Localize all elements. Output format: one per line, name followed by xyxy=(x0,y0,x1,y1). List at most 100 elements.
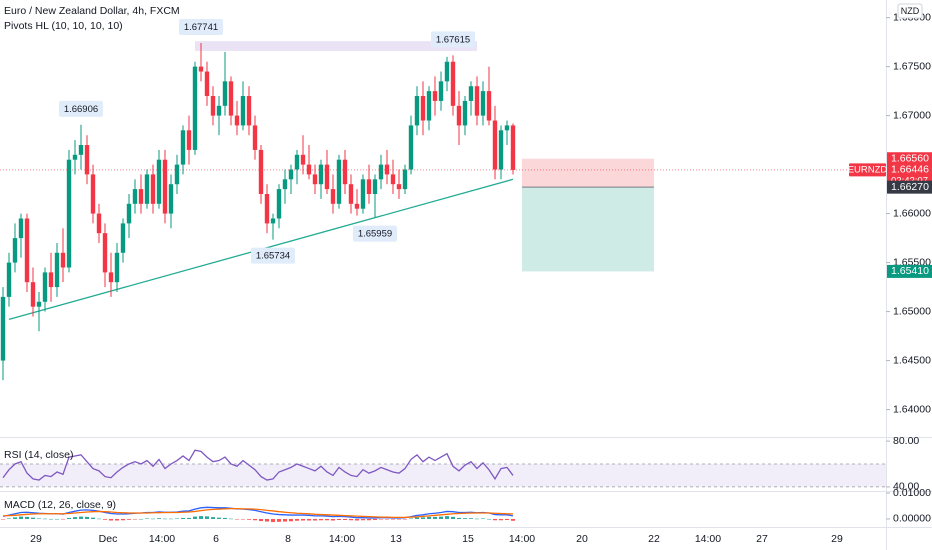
stop-zone xyxy=(521,158,654,188)
indicator-legend: Pivots HL (10, 10, 10, 10) xyxy=(4,20,123,32)
candle-body xyxy=(96,213,102,234)
macd-histogram-bar xyxy=(228,518,233,520)
candle-body xyxy=(138,189,144,204)
macd-histogram-bar xyxy=(234,518,239,520)
candle-body xyxy=(498,130,504,170)
currency[interactable]: NZD xyxy=(901,6,920,16)
price-tag-label: 1.66446 xyxy=(891,164,929,176)
macd-histogram-bar xyxy=(432,516,437,519)
macd-histogram-bar xyxy=(60,518,65,520)
macd-histogram-bar xyxy=(156,518,161,519)
candle-body xyxy=(408,125,414,170)
candle-body xyxy=(174,164,180,185)
candle-body xyxy=(168,184,174,214)
candle-body xyxy=(60,252,66,268)
macd-histogram-bar xyxy=(408,518,413,519)
candle-body xyxy=(126,203,132,224)
candle-body xyxy=(54,252,60,288)
candle-body xyxy=(156,159,162,204)
currency-box[interactable] xyxy=(897,3,923,19)
pivot-label: 1.65734 xyxy=(256,251,290,262)
macd-histogram-bar xyxy=(132,518,137,520)
candle-body xyxy=(276,189,282,219)
candle-body xyxy=(90,174,96,214)
candle-body xyxy=(384,164,390,175)
macd-histogram-bar xyxy=(84,516,89,519)
candle-body xyxy=(432,91,438,101)
candle-body xyxy=(324,164,330,190)
macd-histogram-bar xyxy=(486,518,491,520)
x-tick-label: 29 xyxy=(831,533,843,545)
candle-body xyxy=(72,154,78,160)
candle-body xyxy=(18,218,24,239)
candle-body xyxy=(258,149,264,195)
macd-histogram-bar xyxy=(18,516,23,519)
macd-histogram-bar xyxy=(216,517,221,519)
candle-body xyxy=(150,174,156,204)
symbol-label: EURNZD xyxy=(848,164,888,175)
y-tick-label: 1.67500 xyxy=(893,60,931,72)
x-tick-label: 29 xyxy=(30,533,42,545)
candle-body xyxy=(0,296,6,361)
y-tick-label: 1.66000 xyxy=(893,207,931,219)
macd-histogram-bar xyxy=(96,518,101,520)
target-zone xyxy=(521,187,654,272)
candle-body xyxy=(228,81,234,116)
macd-histogram-bar xyxy=(360,518,365,521)
macd-histogram-bar xyxy=(480,518,485,519)
macd-histogram-bar xyxy=(390,518,395,520)
candle-body xyxy=(270,218,276,224)
candle-body xyxy=(264,194,270,224)
macd-histogram-bar xyxy=(294,518,299,521)
pivot-label: 1.67615 xyxy=(436,34,470,45)
macd-histogram-bar xyxy=(240,518,245,520)
macd-histogram-bar xyxy=(162,518,167,520)
macd-histogram-bar xyxy=(510,518,515,521)
candle-body xyxy=(42,272,48,302)
macd-histogram-bar xyxy=(402,518,407,520)
candle-body xyxy=(300,154,306,165)
x-tick-label: 27 xyxy=(756,533,768,545)
candle-body xyxy=(246,96,252,126)
macd-histogram-bar xyxy=(462,518,467,519)
candle-body xyxy=(144,174,150,204)
candle-body xyxy=(360,179,366,209)
candle-body xyxy=(36,301,42,307)
x-tick-label: 8 xyxy=(285,533,291,545)
candle-body xyxy=(378,164,384,180)
candle-body xyxy=(468,86,474,101)
macd-histogram-bar xyxy=(468,518,473,519)
macd-histogram-bar xyxy=(342,518,347,520)
macd-histogram-bar xyxy=(276,518,281,522)
candle-body xyxy=(312,174,318,185)
x-tick-label: 14:00 xyxy=(695,533,721,545)
macd-histogram-bar xyxy=(366,518,371,521)
candle-body xyxy=(186,130,192,150)
macd-histogram-bar xyxy=(30,517,35,519)
y-tick-label: 80.00 xyxy=(893,435,919,447)
candle-body xyxy=(12,238,18,263)
resistance-zone xyxy=(194,41,477,51)
candle-body xyxy=(6,262,12,297)
candle-body xyxy=(450,61,456,106)
pivot-box xyxy=(250,247,295,264)
macd-histogram-bar xyxy=(444,516,449,519)
x-tick-label: 22 xyxy=(648,533,660,545)
macd-histogram-bar xyxy=(264,518,269,522)
price-tag-label: 1.66270 xyxy=(891,181,929,193)
price-tags: 1.665601.6644602:42:07EURNZD1.662701.654… xyxy=(848,152,932,278)
macd-histogram-bar xyxy=(222,517,227,519)
y-tick-label: 0.00000 xyxy=(893,513,931,525)
x-tick-label: 14:00 xyxy=(149,533,175,545)
x-tick-label: 20 xyxy=(576,533,588,545)
y-tick-label: 0.01000 xyxy=(893,487,931,499)
macd-legend: MACD (12, 26, close, 9) xyxy=(4,499,116,511)
x-tick-label: 6 xyxy=(213,533,219,545)
macd-histogram-bar xyxy=(24,516,29,519)
candle-body xyxy=(108,272,114,283)
macd-histogram-bar xyxy=(150,518,155,520)
candle-body xyxy=(438,81,444,101)
macd-histogram-bar xyxy=(36,518,41,519)
candle-body xyxy=(402,169,408,190)
